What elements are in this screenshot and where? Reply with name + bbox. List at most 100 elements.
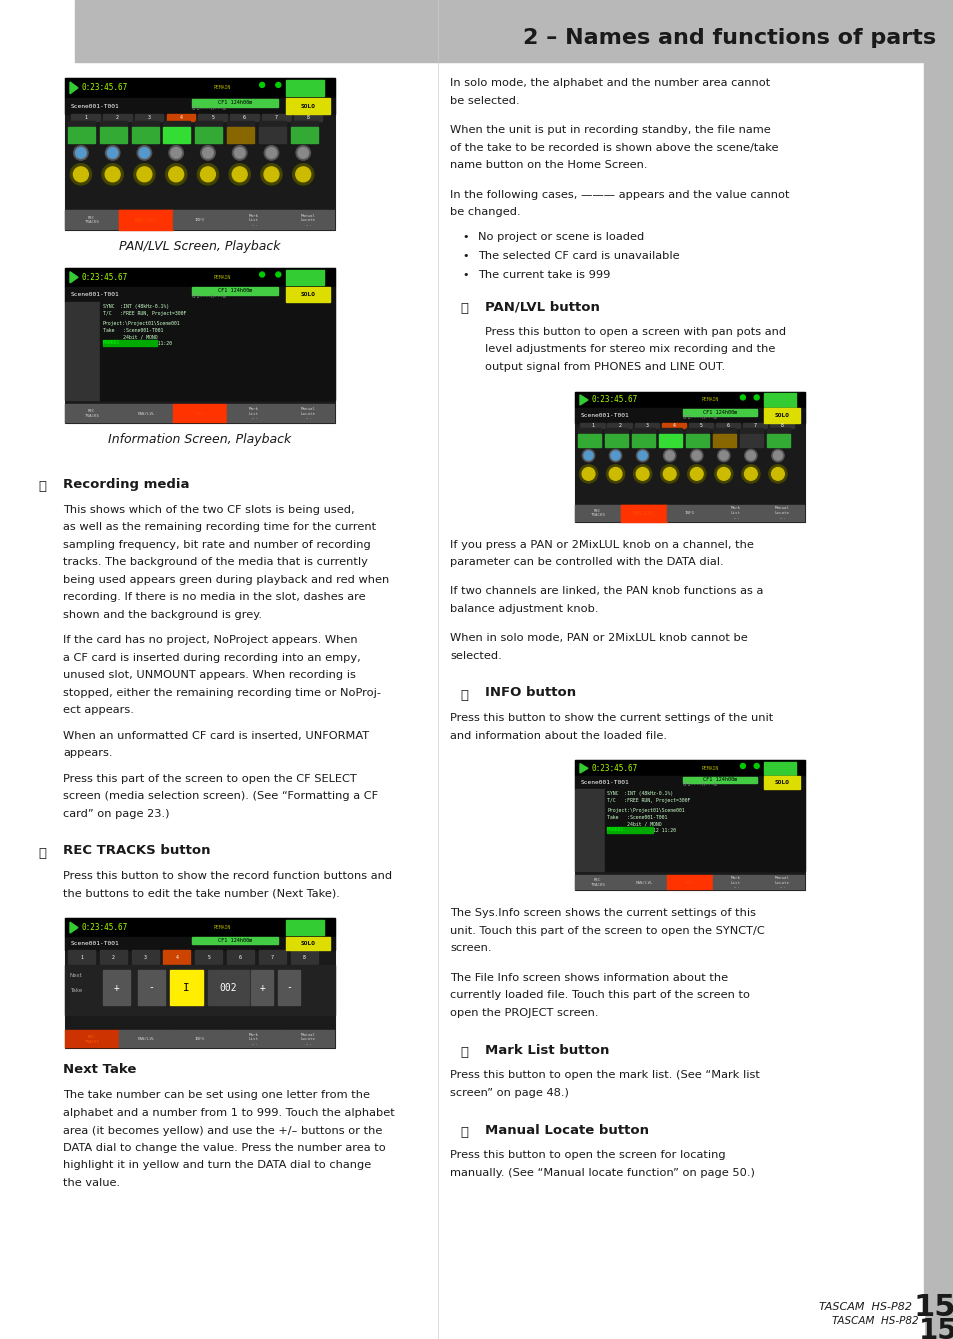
Bar (258, 121, 286, 143)
Text: -: - (286, 983, 292, 992)
Circle shape (266, 147, 276, 158)
Text: Mark
List
...: Mark List ... (249, 407, 258, 420)
Bar (68, 121, 95, 143)
Bar (575, 391, 804, 521)
Circle shape (295, 167, 311, 182)
Bar (138, 971, 165, 1004)
Bar (759, 874, 804, 890)
Text: T/C   :FREE RUN, Project=300F: T/C :FREE RUN, Project=300F (103, 311, 186, 316)
Bar (685, 428, 708, 447)
Text: If two channels are linked, the PAN knob functions as a: If two channels are linked, the PAN knob… (450, 586, 762, 596)
Text: When an unformatted CF card is inserted, UNFORMAT: When an unformatted CF card is inserted,… (63, 731, 369, 740)
Bar (712, 434, 735, 447)
Circle shape (664, 451, 674, 461)
Bar (742, 423, 766, 428)
Text: 7: 7 (274, 115, 277, 121)
Circle shape (633, 465, 651, 483)
Bar (659, 434, 681, 447)
Text: •: • (461, 269, 468, 280)
Circle shape (768, 465, 786, 483)
Circle shape (636, 467, 648, 481)
Text: ⑭: ⑭ (38, 481, 46, 494)
Text: 1: 1 (80, 955, 83, 960)
Text: CF2----h---m: CF2----h---m (682, 415, 717, 420)
Bar (607, 423, 631, 428)
Text: -: - (149, 983, 154, 992)
Text: of the take to be recorded is shown above the scene/take: of the take to be recorded is shown abov… (450, 142, 778, 153)
Text: 15: 15 (918, 1318, 953, 1339)
Text: 5: 5 (211, 115, 213, 121)
Bar (65, 919, 335, 1048)
Text: PAN/LVL: PAN/LVL (633, 510, 655, 516)
Bar (100, 303, 335, 400)
Text: selected.: selected. (450, 651, 501, 661)
Text: DATA dial to change the value. Press the number area to: DATA dial to change the value. Press the… (63, 1144, 385, 1153)
Polygon shape (579, 395, 587, 404)
Text: 6: 6 (239, 955, 242, 960)
Text: REC TRACKS button: REC TRACKS button (63, 845, 211, 857)
Bar (132, 949, 158, 965)
Bar (65, 268, 335, 423)
Text: 2: 2 (116, 115, 119, 121)
Text: ⑰: ⑰ (459, 690, 468, 702)
Text: INFO: INFO (684, 511, 695, 516)
Text: CF2----h---m: CF2----h---m (192, 295, 226, 299)
Text: INFO: INFO (684, 881, 695, 885)
Bar (286, 98, 329, 114)
Circle shape (197, 163, 218, 185)
Text: PAN/LVL: PAN/LVL (135, 218, 157, 222)
Bar (604, 428, 627, 447)
Circle shape (692, 451, 700, 461)
Text: 0:23:45.67: 0:23:45.67 (82, 273, 128, 281)
Circle shape (232, 167, 247, 182)
Text: 7: 7 (271, 955, 274, 960)
Bar (65, 98, 335, 114)
Circle shape (741, 465, 760, 483)
Bar (195, 121, 222, 143)
Bar (688, 423, 712, 428)
Bar (620, 874, 666, 890)
Circle shape (638, 451, 646, 461)
Text: appears.: appears. (63, 749, 112, 758)
Bar (172, 404, 227, 423)
Bar (103, 971, 130, 1004)
Text: The current take is 999: The current take is 999 (477, 269, 610, 280)
Text: Scene001-T001: Scene001-T001 (580, 412, 629, 418)
Bar (119, 210, 172, 230)
Bar (100, 127, 127, 143)
Text: ⑯: ⑯ (459, 303, 468, 316)
Circle shape (275, 83, 280, 87)
Text: Next Take: Next Take (63, 1063, 136, 1077)
Text: Mark List button: Mark List button (484, 1043, 609, 1056)
Bar (227, 949, 253, 965)
Text: 2: 2 (112, 955, 114, 960)
Text: •: • (461, 233, 468, 242)
Text: SYNC  :INT (48kHz-0.1%): SYNC :INT (48kHz-0.1%) (606, 791, 673, 797)
Text: Manual
Locate
...: Manual Locate ... (300, 213, 315, 226)
Bar (281, 1030, 335, 1048)
Text: 8: 8 (306, 115, 309, 121)
Text: 24bit / MONO: 24bit / MONO (103, 335, 157, 339)
Polygon shape (70, 82, 78, 94)
Text: ⑱: ⑱ (459, 1046, 468, 1059)
Text: PAN/LVL: PAN/LVL (137, 411, 154, 415)
Circle shape (611, 451, 619, 461)
Bar (198, 114, 227, 121)
Text: Information Screen, Playback: Information Screen, Playback (109, 432, 292, 446)
Circle shape (71, 163, 91, 185)
Text: 0:23:45.67: 0:23:45.67 (82, 83, 128, 92)
Circle shape (200, 167, 215, 182)
Text: manually. (See “Manual locate function” on page 50.): manually. (See “Manual locate function” … (450, 1168, 754, 1178)
Text: Project:\Project01\Scene001: Project:\Project01\Scene001 (103, 321, 180, 327)
Text: PAN/LVL: PAN/LVL (635, 881, 652, 885)
Circle shape (773, 451, 781, 461)
Circle shape (754, 763, 759, 769)
Text: The take number can be set using one letter from the: The take number can be set using one let… (63, 1090, 370, 1101)
Circle shape (295, 146, 310, 161)
Circle shape (583, 451, 593, 461)
Text: Project:\Project01\Scene001: Project:\Project01\Scene001 (606, 809, 684, 813)
Text: parameter can be controlled with the DATA dial.: parameter can be controlled with the DAT… (450, 557, 723, 566)
Circle shape (139, 147, 150, 158)
Text: INFO: INFO (194, 1038, 205, 1042)
Text: Manual
Locate
...: Manual Locate ... (300, 407, 315, 420)
